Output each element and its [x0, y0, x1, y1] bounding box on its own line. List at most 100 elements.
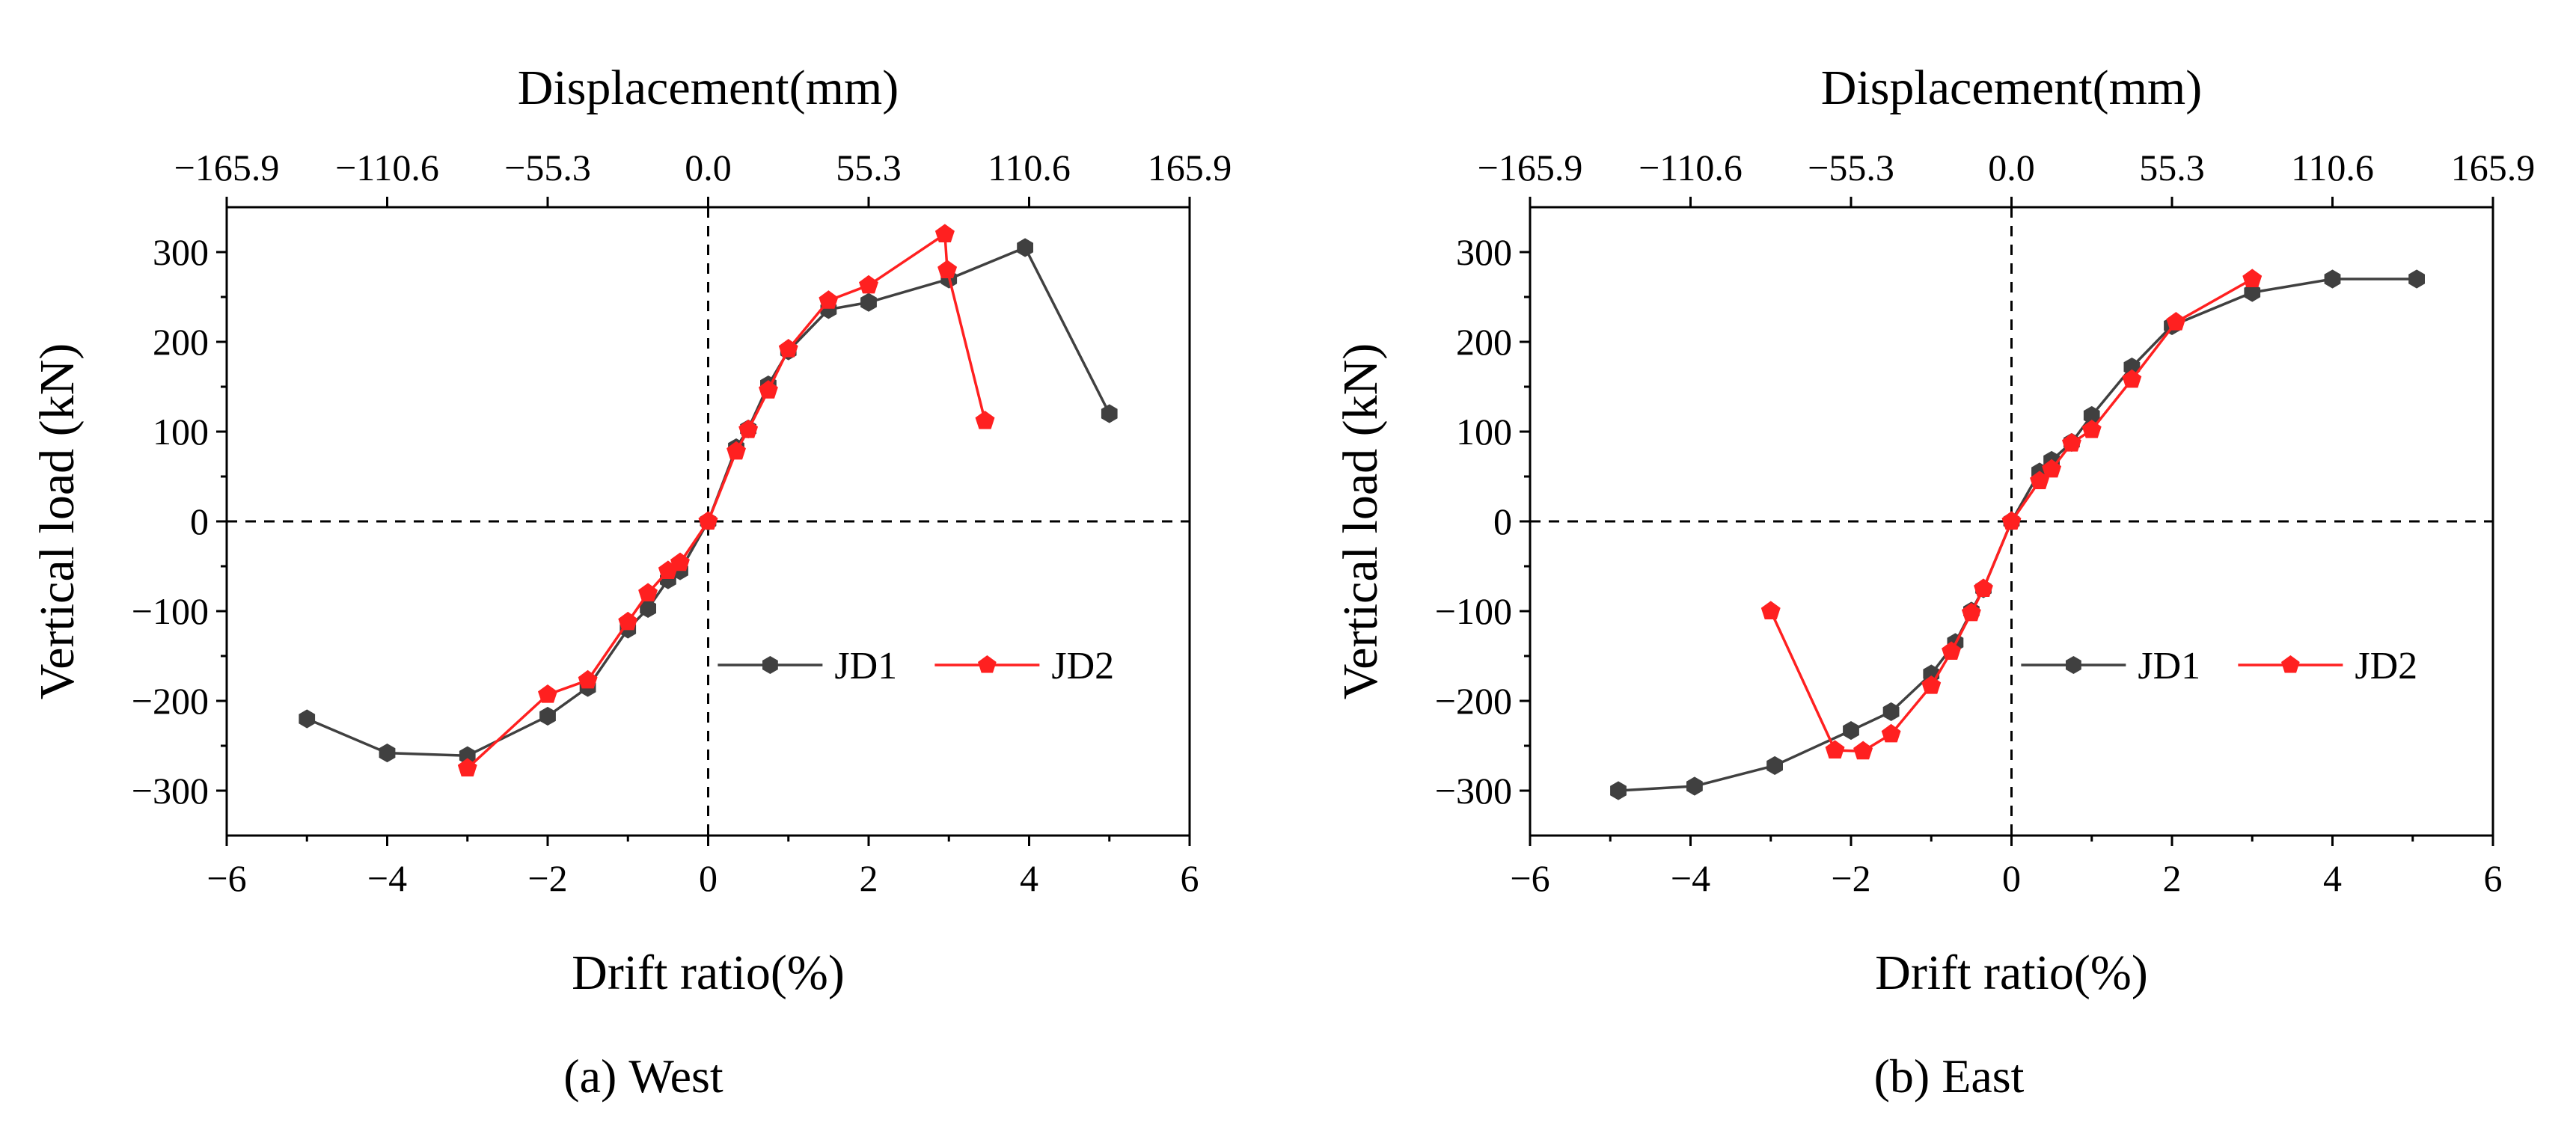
data-point-jd2 [1881, 723, 1901, 743]
x-tick-label: −4 [1671, 857, 1710, 899]
data-point-jd2 [819, 290, 839, 309]
data-point-jd2 [726, 441, 746, 460]
legend-label-jd1: JD1 [834, 645, 897, 687]
data-point-jd1 [299, 709, 316, 729]
x-tick-label: −6 [1510, 857, 1549, 899]
legend-marker-jd2 [978, 655, 997, 673]
top-tick-label: 110.6 [988, 147, 1071, 189]
data-point-jd2 [578, 669, 598, 689]
data-point-jd1 [1017, 238, 1033, 257]
data-point-jd1 [2324, 269, 2341, 289]
y-tick-label: −200 [132, 680, 209, 722]
data-point-jd2 [2001, 511, 2022, 530]
x-tick-label: −2 [1831, 857, 1870, 899]
figure-caption: (b) East [1874, 1049, 2025, 1103]
data-point-jd2 [2242, 269, 2263, 287]
figure-caption: (a) West [563, 1049, 723, 1103]
x-tick-label: 2 [2163, 857, 2182, 899]
data-point-jd1 [539, 706, 556, 726]
y-tick-label: 200 [1456, 321, 1512, 363]
y-axis-title: Vertical load (kN) [1333, 343, 1388, 699]
top-tick-label: 165.9 [1148, 147, 1232, 189]
y-tick-label: 300 [1456, 231, 1512, 273]
panel-west: −6 −4 −2 0 2 4 6 −300 −200 −100 0 100 200 300 −165.9 −1… [30, 61, 1232, 1103]
data-point-jd2 [698, 511, 718, 530]
x-axis-title: Drift ratio(%) [572, 946, 845, 1000]
data-point-jd2 [778, 338, 798, 358]
x-tick-label: −2 [527, 857, 567, 899]
data-point-jd2 [1825, 740, 1845, 758]
data-point-jd2 [2166, 311, 2186, 331]
data-point-jd1 [860, 292, 877, 312]
data-point-jd2 [759, 380, 778, 399]
data-point-jd2 [937, 260, 958, 278]
x-tick-label: 4 [2323, 857, 2342, 899]
y-tick-label: 300 [153, 231, 209, 273]
data-point-jd2 [2062, 432, 2081, 452]
data-point-jd2 [1974, 578, 1993, 597]
top-axis-title: Displacement(mm) [1821, 61, 2203, 115]
x-tick-label: 0 [699, 857, 718, 899]
legend-label-jd2: JD2 [1051, 645, 1114, 687]
x-tick-label: 6 [1181, 857, 1199, 899]
x-axis-title: Drift ratio(%) [1875, 946, 2148, 1000]
top-tick-label: 0.0 [1988, 147, 2035, 189]
y-tick-label: 0 [190, 500, 209, 542]
y-tick-label: 100 [1456, 411, 1512, 453]
data-point-jd2 [670, 552, 690, 571]
data-point-jd2 [1853, 741, 1873, 760]
data-point-jd1 [1101, 404, 1118, 423]
data-point-jd2 [1921, 675, 1942, 694]
top-tick-label: −165.9 [1478, 147, 1583, 189]
y-tick-label: −300 [1435, 770, 1512, 812]
data-point-jd1 [1843, 721, 1859, 741]
data-point-jd2 [859, 275, 878, 294]
x-tick-label: 6 [2484, 857, 2503, 899]
caption-text: West [628, 1049, 723, 1103]
data-point-jd2 [2122, 369, 2142, 388]
legend-marker-jd1 [2066, 656, 2081, 674]
top-tick-label: 55.3 [2139, 147, 2205, 189]
y-tick-label: −200 [1435, 680, 1512, 722]
legend-label-jd2: JD2 [2355, 645, 2417, 687]
x-tick-label: 0 [2002, 857, 2021, 899]
legend-label-jd1: JD1 [2138, 645, 2200, 687]
top-tick-label: −165.9 [174, 147, 280, 189]
y-tick-label: 100 [153, 411, 209, 453]
data-point-jd2 [975, 410, 995, 429]
data-point-jd1 [379, 744, 396, 763]
top-tick-label: −55.3 [1808, 147, 1894, 189]
data-point-jd2 [618, 611, 638, 631]
y-tick-label: −100 [132, 590, 209, 632]
y-tick-label: 0 [1493, 500, 1512, 542]
legend-marker-jd1 [762, 656, 778, 674]
data-point-jd2 [1961, 602, 1981, 622]
series-line-jd2 [1769, 278, 2254, 753]
y-axis-title: Vertical load (kN) [30, 343, 85, 699]
data-point-jd2 [934, 224, 955, 242]
top-tick-label: −55.3 [504, 147, 591, 189]
y-tick-label: −300 [132, 770, 209, 812]
y-tick-label: 200 [153, 321, 209, 363]
top-tick-label: 110.6 [2291, 147, 2374, 189]
data-point-jd2 [638, 583, 658, 601]
data-point-jd1 [1882, 702, 1900, 721]
caption-letter: (a) [563, 1049, 617, 1103]
legend-marker-jd2 [2281, 655, 2300, 673]
top-tick-label: −110.6 [335, 147, 439, 189]
panel-east: −6 −4 −2 0 2 4 6 −300 −200 −100 0 100 200 300 −165.9 −1… [1333, 61, 2535, 1103]
x-tick-label: 4 [1020, 857, 1038, 899]
data-point-jd1 [1766, 756, 1783, 775]
top-tick-label: 55.3 [836, 147, 902, 189]
x-tick-label: 2 [860, 857, 878, 899]
data-point-jd2 [738, 419, 759, 438]
caption-text: East [1942, 1049, 2024, 1103]
data-point-jd2 [2042, 459, 2062, 478]
data-point-jd2 [538, 684, 557, 703]
x-tick-label: −4 [367, 857, 407, 899]
data-point-jd1 [2408, 269, 2425, 289]
y-tick-label: −100 [1435, 590, 1512, 632]
data-point-jd2 [1760, 601, 1781, 619]
data-point-jd1 [1686, 776, 1703, 796]
